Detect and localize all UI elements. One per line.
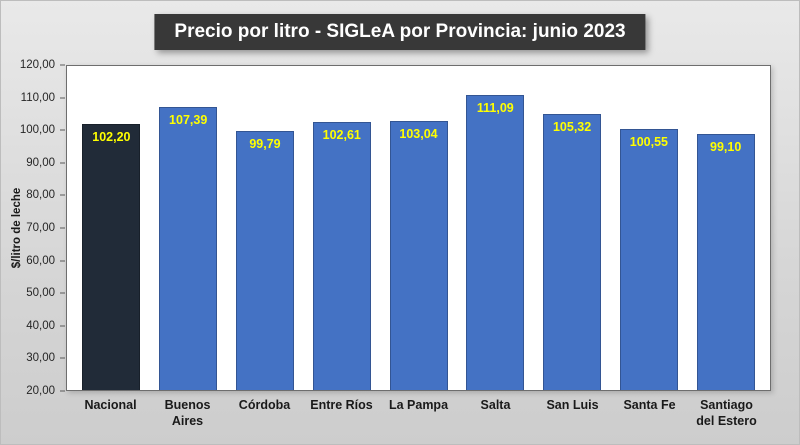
bar-value-label: 102,61 xyxy=(322,128,361,143)
y-tick-mark xyxy=(60,97,65,99)
y-tick-label: 100,00 xyxy=(19,124,55,137)
bar: 105,32 xyxy=(543,113,602,390)
x-category-label: Santiago del Estero xyxy=(696,398,757,429)
bar-value-label: 107,39 xyxy=(169,112,208,127)
bar-slot: 99,10 xyxy=(687,66,764,390)
bar-value-label: 111,09 xyxy=(476,100,514,115)
y-tick-label: 70,00 xyxy=(26,222,55,234)
chart-title: Precio por litro - SIGLeA por Provincia:… xyxy=(174,21,626,42)
x-category-label: Córdoba xyxy=(238,398,291,412)
y-tick-mark xyxy=(60,292,65,294)
bar-slot: 102,61 xyxy=(303,66,380,390)
x-category-label: La Pampa xyxy=(388,398,449,412)
y-tick-mark xyxy=(60,64,65,66)
bar: 100,55 xyxy=(619,129,678,390)
y-tick-mark xyxy=(60,129,65,131)
y-tick-label: 20,00 xyxy=(26,385,55,397)
y-tick-label: 80,00 xyxy=(26,189,55,202)
y-tick-mark xyxy=(60,227,65,229)
y-tick-label: 90,00 xyxy=(26,156,55,169)
x-category-label: Entre Ríos xyxy=(310,398,373,412)
y-tick-mark xyxy=(60,260,65,262)
y-tick-mark xyxy=(60,390,65,392)
x-category-label: Salta xyxy=(480,398,511,412)
y-tick-label: 60,00 xyxy=(26,254,55,267)
x-axis-labels: Nacional Buenos Aires Córdoba Entre Ríos La … xyxy=(66,397,771,430)
bar-value-label: 99,79 xyxy=(249,137,281,152)
y-tick-label: 110,00 xyxy=(20,91,55,104)
bar: 102,61 xyxy=(312,122,371,390)
y-tick-label: 40,00 xyxy=(26,319,55,332)
y-axis-ticks: 120,00 110,00 100,00 90,00 80,00 70,00 60,00 50… xyxy=(1,59,65,397)
y-tick-mark xyxy=(60,325,65,327)
y-tick-mark xyxy=(60,357,65,359)
bar-value-label: 103,04 xyxy=(399,126,438,141)
x-category-label: Buenos Aires xyxy=(164,398,211,429)
bar-slot: 100,55 xyxy=(610,66,687,390)
bar: 99,10 xyxy=(696,133,755,390)
y-tick-label: 50,00 xyxy=(26,287,55,300)
bar: 111,09 xyxy=(466,94,525,390)
y-tick-mark xyxy=(60,194,65,196)
bar-value-label: 102,20 xyxy=(92,129,131,144)
bars: 102,20 107,39 99,79 102,61 103,04 111,09 105,3… xyxy=(67,66,770,390)
bar-value-label: 105,32 xyxy=(552,119,592,134)
x-category-label: Nacional xyxy=(84,398,137,412)
bar: 107,39 xyxy=(159,106,218,390)
bar-slot: 99,79 xyxy=(227,66,304,390)
bar: 102,20 xyxy=(82,123,141,390)
bar-slot: 111,09 xyxy=(457,66,534,390)
y-tick-label: 120,00 xyxy=(19,59,55,71)
bar: 99,79 xyxy=(235,131,294,390)
bar-slot: 107,39 xyxy=(150,66,227,390)
bar-slot: 105,32 xyxy=(534,66,611,390)
bar-value-label: 99,10 xyxy=(710,139,742,154)
y-tick-label: 30,00 xyxy=(26,352,55,365)
bar-slot: 102,20 xyxy=(73,66,150,390)
chart-title-box: Precio por litro - SIGLeA por Provincia:… xyxy=(154,14,646,50)
y-tick-mark xyxy=(60,162,65,164)
bar-value-label: 100,55 xyxy=(629,135,668,150)
bar-slot: 103,04 xyxy=(380,66,457,390)
x-category-label: San Luis xyxy=(546,398,599,412)
plot-area: 102,20 107,39 99,79 102,61 103,04 111,09 105,3… xyxy=(66,65,771,391)
bar: 103,04 xyxy=(389,120,448,390)
x-category-label: Santa Fe xyxy=(623,398,676,412)
